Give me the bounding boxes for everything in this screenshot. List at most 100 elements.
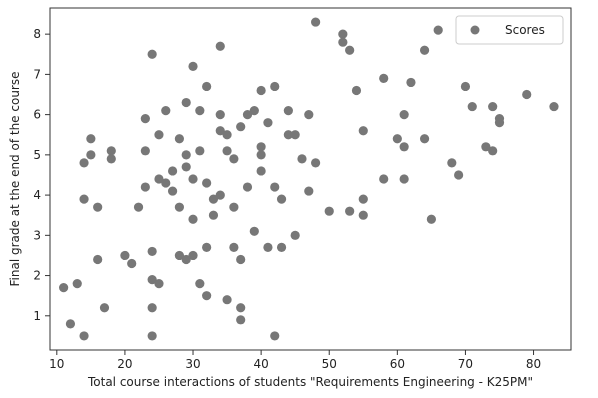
data-point [222,295,232,305]
data-point [195,106,205,116]
data-point [426,214,436,224]
data-point [256,142,266,152]
legend-marker [470,25,480,35]
data-point [338,29,348,39]
y-tick-label: 2 [33,269,41,283]
y-axis-ticks: 1 2 3 4 5 6 7 8 [33,27,50,323]
y-tick-label: 3 [33,228,41,242]
data-point [202,291,212,301]
data-point [494,118,505,128]
x-tick-label: 30 [185,357,200,371]
data-point [140,114,150,124]
data-point [419,134,430,144]
data-point [433,25,443,35]
data-point [202,81,212,92]
data-point [256,150,266,160]
data-point [379,174,389,184]
data-point [208,194,219,204]
data-point [147,49,157,59]
data-point [399,174,409,184]
data-point [488,101,498,112]
y-tick-label: 6 [33,108,41,122]
data-point [236,303,246,313]
x-tick-label: 50 [322,357,337,371]
plot-area-frame [49,7,572,351]
x-axis-label: Total course interactions of students "R… [87,375,533,389]
data-point [133,202,144,212]
data-point [215,41,225,51]
data-point [358,194,368,204]
data-point [147,246,157,257]
x-tick-label: 60 [390,357,405,371]
data-point [120,250,130,261]
x-tick-label: 70 [458,357,473,371]
data-point [79,331,89,341]
data-point [522,89,532,100]
data-point [229,242,239,252]
data-point [283,130,293,140]
data-point [454,170,464,180]
data-point [263,242,273,252]
data-point [236,122,246,132]
data-point [406,77,416,88]
data-point [181,162,191,172]
data-point [249,106,259,116]
data-point [72,279,82,289]
data-point [311,17,321,27]
data-point [161,106,171,116]
data-point [147,303,157,313]
data-point [358,210,368,220]
data-point [195,279,205,289]
x-tick-label: 40 [253,357,268,371]
data-point [263,118,273,128]
data-point [140,182,150,192]
y-tick-label: 8 [33,27,41,41]
data-point [215,190,225,200]
data-point [297,154,307,164]
data-point [270,81,280,92]
data-point [311,158,321,168]
data-point [249,226,259,236]
y-tick-label: 4 [33,188,41,202]
x-axis-ticks: 10 20 30 40 50 60 70 80 [49,350,541,371]
data-point [188,61,198,71]
data-point [236,315,246,325]
data-point [481,142,491,152]
data-point [140,146,150,156]
data-point [79,158,89,168]
data-point [79,194,89,204]
data-point [99,303,110,313]
data-point [283,106,293,116]
data-point [358,126,368,136]
x-tick-label: 80 [526,357,541,371]
data-point [181,97,191,108]
y-tick-label: 5 [33,148,41,162]
data-point [181,254,191,265]
data-point [174,134,184,144]
data-point [304,186,314,196]
data-point [106,146,116,156]
data-point [345,45,355,55]
data-point [215,110,225,120]
data-point [229,154,239,164]
data-point [392,134,402,144]
data-point [161,178,171,188]
data-point [188,250,198,261]
data-point [399,110,409,120]
data-point [236,254,246,265]
data-point [188,214,198,224]
data-point [460,81,471,92]
data-point [181,150,191,160]
data-point [202,178,212,188]
data-point [276,242,287,252]
data-point [399,142,409,152]
data-point [467,101,477,112]
data-point [338,37,348,47]
data-point [351,85,362,96]
data-point [222,146,232,156]
data-point [324,206,334,216]
data-point [86,150,96,160]
data-point [215,126,225,136]
